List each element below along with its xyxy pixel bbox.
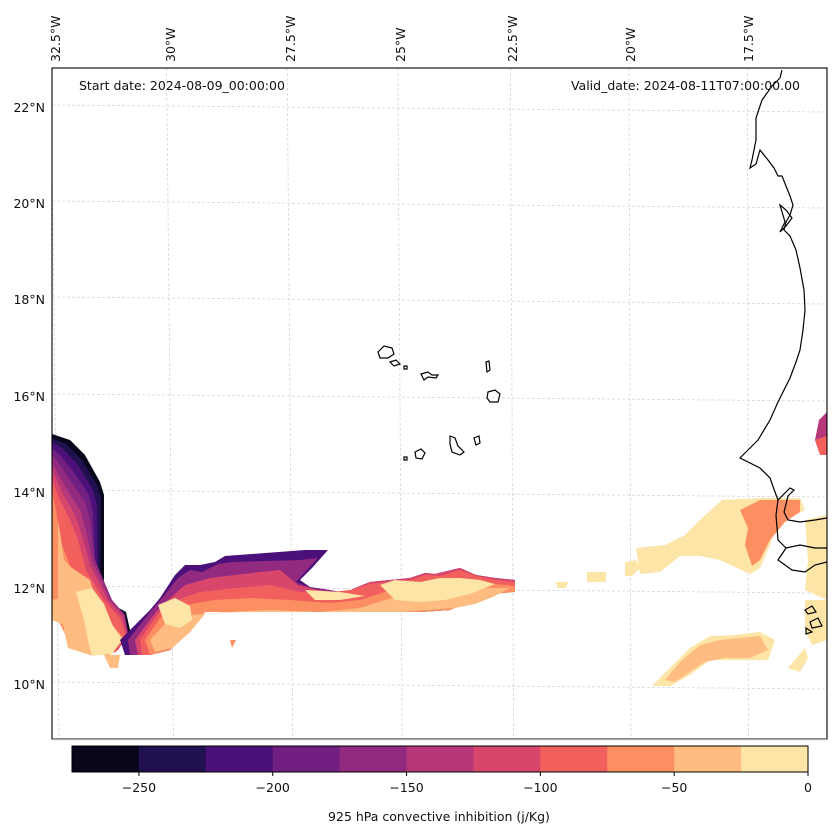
longitude-tick-label: 17.5°W	[741, 16, 756, 62]
colorbar-tick-label: −200	[256, 780, 290, 795]
latitude-tick-label: 10°N	[13, 677, 45, 692]
longitude-tick-label: 25°W	[393, 27, 408, 62]
meridian-gridline	[509, 68, 514, 739]
cin-contour-region	[625, 560, 640, 576]
cin-contour-region	[587, 572, 606, 582]
coastline-banc-arguin	[778, 203, 793, 233]
longitude-tick-label: 27.5°W	[283, 16, 298, 62]
island-sal	[485, 360, 491, 374]
island-santo-antao	[377, 345, 395, 359]
parallel-gridline	[52, 681, 827, 690]
meridian-gridline	[747, 68, 749, 739]
latitude-tick-label: 12°N	[13, 581, 45, 596]
cin-contour-region	[104, 655, 120, 668]
latitude-tick-label: 16°N	[13, 389, 45, 404]
colorbar-frame	[71, 745, 809, 773]
latitude-labels: 22°N 20°N 18°N 16°N 14°N 12°N 10°N	[13, 100, 45, 692]
meridian-gridline	[628, 68, 632, 739]
island-brava	[403, 456, 408, 461]
longitude-tick-label: 32.5°W	[48, 16, 63, 62]
colorbar-bin	[406, 746, 474, 772]
colorbar-bin	[607, 746, 675, 772]
island-santiago	[449, 435, 465, 456]
latitude-tick-label: 20°N	[13, 196, 45, 211]
island-bissagos	[804, 605, 817, 615]
colorbar-bin	[674, 746, 742, 772]
colorbar-bin	[72, 746, 140, 772]
colorbar-bin	[741, 746, 809, 772]
island-maio	[473, 435, 481, 446]
coastline-mainland	[738, 69, 827, 523]
cin-contour-region	[150, 586, 510, 652]
parallel-gridline	[52, 296, 827, 305]
colorbar-label: 925 hPa convective inhibition (j/Kg)	[328, 809, 550, 824]
cin-contour-region	[380, 578, 495, 602]
cin-contour-region	[805, 600, 827, 645]
cin-contour-region	[805, 515, 827, 600]
colorbar-bin	[540, 746, 608, 772]
cin-contour-region	[52, 598, 70, 624]
cin-contour-region	[740, 500, 800, 566]
coastlines	[377, 69, 827, 635]
map-panel[interactable]	[51, 67, 828, 741]
cin-contour-region	[815, 436, 827, 455]
colorbar-tick-label: −100	[523, 780, 557, 795]
cin-contour-region	[665, 636, 768, 682]
colorbar-tick-label: −150	[389, 780, 423, 795]
meridian-gridline	[397, 68, 403, 739]
island-bissagos	[805, 626, 814, 635]
cin-field	[52, 412, 827, 686]
colorbar-tick-label: −250	[122, 780, 156, 795]
colorbar-bins	[72, 746, 809, 772]
meridian-gridline	[166, 68, 174, 739]
longitude-tick-label: 22.5°W	[505, 16, 520, 62]
cin-contour-region	[230, 640, 236, 648]
island-santa-luzia	[403, 365, 408, 370]
colorbar-bin	[138, 746, 207, 772]
parallel-gridline	[52, 200, 827, 209]
parallel-gridline	[52, 393, 827, 402]
meridian-gridline	[286, 68, 294, 739]
cin-contour-region	[158, 598, 192, 628]
parallel-gridline	[52, 489, 827, 498]
longitude-tick-label: 30°W	[163, 27, 178, 62]
island-bissagos	[809, 617, 823, 629]
island-boa-vista	[486, 389, 501, 403]
colorbar-tick-label: 0	[804, 780, 812, 795]
longitude-labels: 32.5°W 30°W 27.5°W 25°W 22.5°W 20°W 17.5°W	[48, 16, 756, 62]
cin-contour-region	[305, 590, 365, 600]
island-sao-nicolau	[420, 371, 440, 381]
colorbar-bin	[272, 746, 341, 772]
start-date-label: Start date: 2024-08-09_00:00:00	[79, 78, 285, 93]
latitude-tick-label: 14°N	[13, 485, 45, 500]
colorbar-bin	[339, 746, 408, 772]
island-sao-vicente	[388, 359, 402, 367]
colorbar-tick-label: −50	[661, 780, 687, 795]
coastline-casamance	[777, 547, 827, 573]
colorbar-ticks: −250 −200 −150 −100 −50 0	[122, 772, 812, 795]
colorbar-bin	[205, 746, 274, 772]
cin-contour-region	[555, 582, 568, 588]
cin-contour-region	[788, 648, 808, 672]
cin-contour-region	[76, 588, 122, 656]
latitude-tick-label: 18°N	[13, 292, 45, 307]
latitude-tick-label: 22°N	[13, 100, 45, 115]
longitude-tick-label: 20°W	[623, 27, 638, 62]
valid-date-label: Valid_date: 2024-08-11T07:00:00.00	[571, 78, 800, 93]
island-fogo	[414, 448, 426, 460]
parallel-gridline	[52, 104, 827, 113]
colorbar-bin	[473, 746, 541, 772]
colorbar: −250 −200 −150 −100 −50 0 925 hPa convective …	[71, 745, 812, 824]
